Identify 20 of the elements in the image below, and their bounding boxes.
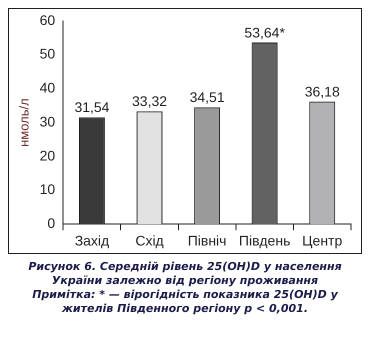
y-tick-label: 50 [40,46,56,62]
y-axis-title: нмоль/л [16,98,32,147]
y-tick-label: 0 [47,215,56,232]
data-label: 34,51 [190,89,225,106]
x-tick-label: Південь [238,232,290,248]
y-tick-label: 20 [40,147,56,164]
data-label: 53,64* [244,24,286,40]
x-tick-label: Північ [188,232,226,248]
y-tick-label: 10 [40,181,56,198]
data-label: 36,18 [304,84,340,100]
x-tick-label: Центр [302,232,342,248]
text: Рисунок 6. Середній рівень 25(OH)D у населення України залежно від регіону проживання [27,260,343,288]
y-tick-label: 60 [40,12,56,28]
y-tick-label: 40 [40,80,56,96]
y-tick-label: 30 [40,113,56,130]
data-label: 31,54 [74,99,110,116]
text: Примітка: * — вірогідність показника 25(OH)D у жителів Південного регіону p < 0,001. [31,288,339,316]
x-tick-label: Захід [74,232,110,248]
data-label: 33,32 [132,93,168,110]
x-tick-label: Схід [135,232,164,248]
